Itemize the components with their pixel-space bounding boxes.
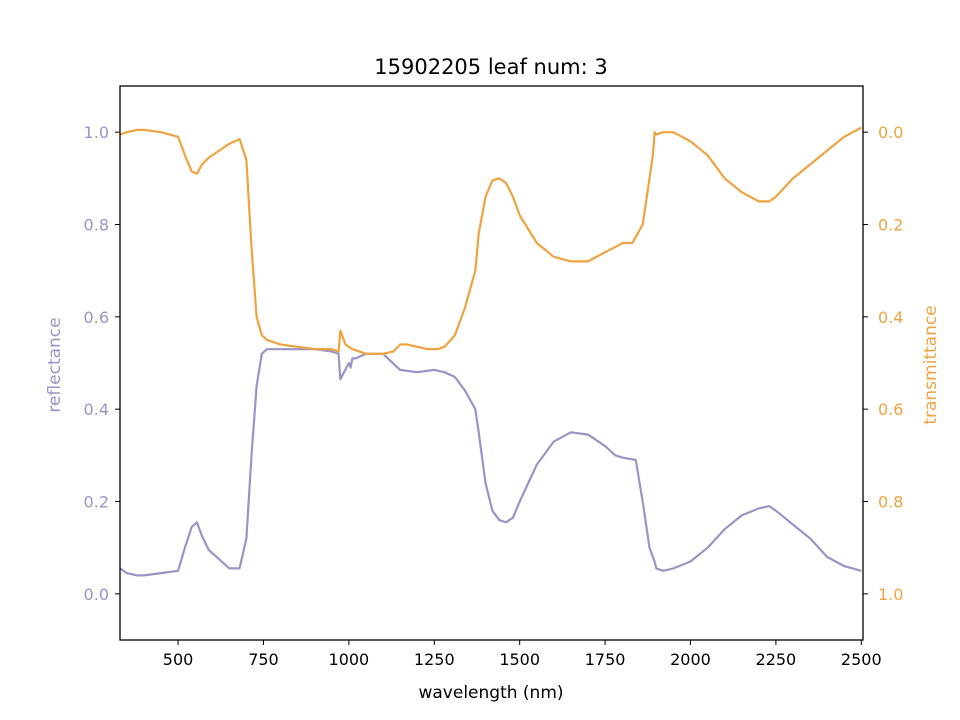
x-tick-label: 1250 bbox=[414, 650, 455, 669]
x-tick-label: 500 bbox=[163, 650, 194, 669]
y-axis-left: 0.0 0.2 0.4 0.6 0.8 1.0 bbox=[84, 123, 120, 604]
y-axis-title-left: reflectance bbox=[45, 317, 65, 412]
y-tick-label-left: 0.2 bbox=[84, 493, 109, 512]
x-tick-label: 1500 bbox=[499, 650, 540, 669]
x-tick-label: 1000 bbox=[329, 650, 370, 669]
y-tick-label-right: 0.4 bbox=[878, 308, 903, 327]
y-tick-label-left: 0.0 bbox=[84, 585, 109, 604]
x-tick-label: 2500 bbox=[841, 650, 882, 669]
transmittance-line bbox=[120, 126, 862, 355]
y-tick-label-right: 0.8 bbox=[878, 493, 903, 512]
y-tick-label-right: 0.0 bbox=[878, 123, 903, 142]
x-tick-label: 2250 bbox=[756, 650, 797, 669]
y-tick-label-right: 0.2 bbox=[878, 216, 903, 235]
x-axis: 500 750 1000 1250 1500 1750 2000 2250 2500 bbox=[163, 640, 882, 669]
y-tick-label-left: 1.0 bbox=[84, 123, 109, 142]
x-tick-label: 2000 bbox=[670, 650, 711, 669]
y-tick-label-left: 0.8 bbox=[84, 216, 109, 235]
y-axis-title-right: transmittance bbox=[921, 305, 941, 424]
series-layer bbox=[120, 126, 862, 577]
y-tick-label-left: 0.6 bbox=[84, 308, 109, 327]
y-tick-label-right: 1.0 bbox=[878, 585, 903, 604]
chart-title: 15902205 leaf num: 3 bbox=[374, 55, 607, 79]
x-axis-title: wavelength (nm) bbox=[418, 683, 563, 703]
y-tick-label-right: 0.6 bbox=[878, 400, 903, 419]
reflectance-line bbox=[120, 348, 862, 577]
x-tick-label: 750 bbox=[248, 650, 279, 669]
x-tick-label: 1750 bbox=[585, 650, 626, 669]
y-axis-right: 0.0 0.2 0.4 0.6 0.8 1.0 bbox=[863, 123, 903, 604]
y-tick-label-left: 0.4 bbox=[84, 400, 109, 419]
plot-frame bbox=[119, 85, 864, 641]
